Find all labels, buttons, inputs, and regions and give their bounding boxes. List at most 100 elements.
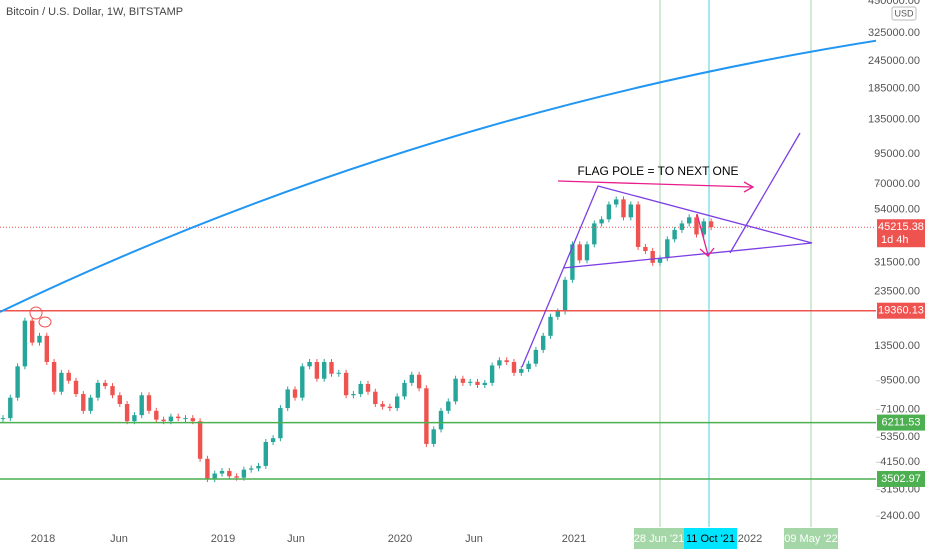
candle	[489, 365, 495, 383]
y-tick-label: 245000.00	[868, 55, 920, 67]
y-tick-label: 54000.00	[874, 204, 920, 216]
projection-line	[729, 132, 801, 254]
x-tick-label: 2019	[211, 533, 235, 545]
candle	[329, 361, 334, 374]
x-tick-label: 2020	[388, 533, 412, 545]
candle	[197, 421, 203, 459]
x-tick-label: 2021	[562, 533, 586, 545]
candle	[146, 395, 152, 411]
candle	[22, 320, 28, 367]
candle	[117, 395, 122, 405]
candle	[154, 410, 159, 420]
candle	[8, 397, 13, 419]
annotation: FLAG POLE = TO NEXT ONE	[577, 164, 738, 178]
candle	[526, 363, 531, 370]
candle	[650, 251, 655, 263]
candle	[438, 410, 444, 430]
arrow-head	[743, 181, 755, 193]
candle	[190, 418, 195, 422]
candle	[460, 378, 466, 383]
level-tag	[877, 470, 925, 487]
candle	[132, 415, 137, 422]
circle-marker	[38, 316, 52, 328]
time-marker-tag	[684, 528, 737, 549]
trend-curve	[0, 36, 901, 313]
candle	[300, 366, 305, 398]
candle	[44, 335, 49, 362]
y-tick-label: 23500.00	[874, 286, 920, 298]
candle	[227, 470, 232, 477]
candle	[424, 388, 429, 444]
candle	[314, 361, 320, 379]
candle	[15, 366, 20, 398]
candle	[205, 458, 210, 480]
circle-marker	[29, 306, 43, 320]
candle	[124, 404, 130, 422]
candle	[380, 404, 385, 407]
arrow-head	[699, 247, 715, 257]
candle	[475, 381, 480, 386]
y-tick-label: 185000.00	[868, 82, 920, 94]
candle	[110, 386, 115, 396]
y-tick-label: 325000.00	[868, 27, 920, 39]
candle	[88, 397, 93, 411]
countdown: 1d 4h	[881, 234, 909, 246]
candle	[37, 335, 42, 343]
candle	[176, 416, 181, 419]
candle	[241, 469, 247, 478]
last-price-label: 45215.38	[878, 221, 924, 233]
candle	[504, 360, 509, 362]
y-tick-label: 9500.00	[880, 375, 920, 387]
candle	[562, 279, 568, 312]
candle	[592, 223, 597, 245]
y-tick-label: 2400.00	[880, 510, 920, 522]
chart-title: Bitcoin / U.S. Dollar, 1W, BITSTAMP	[6, 6, 183, 18]
candle	[402, 382, 407, 397]
time-marker-label: 28 Jun '21	[634, 533, 684, 545]
candle	[701, 221, 706, 235]
x-tick-label: 2018	[31, 533, 55, 545]
candle	[168, 416, 174, 422]
candle	[555, 311, 560, 317]
candle	[365, 383, 371, 392]
candle	[431, 429, 436, 444]
candle	[446, 401, 451, 411]
y-tick-label: 95000.00	[874, 148, 920, 160]
candle	[270, 438, 276, 442]
candle	[263, 441, 268, 466]
candle	[322, 361, 327, 379]
candle	[0, 418, 6, 420]
time-marker-label: 11 Oct '21	[686, 533, 735, 545]
candle	[59, 372, 64, 392]
candle	[234, 476, 239, 478]
currency-box	[891, 6, 917, 21]
y-tick-label: 450000.00	[868, 0, 920, 7]
candle	[606, 204, 612, 220]
candle	[482, 382, 487, 386]
y-tick-label: 31500.00	[874, 257, 920, 269]
candle	[694, 217, 699, 235]
candle	[183, 418, 188, 420]
level-label: 6211.53	[882, 416, 921, 428]
x-tick-label: Jun	[110, 533, 128, 545]
currency: USD	[894, 8, 914, 18]
x-tick-label: Jun	[287, 533, 305, 545]
axes: 450000.00 325000.00 245000.00 185000.00 1350…	[31, 0, 925, 549]
price-axis	[876, 0, 932, 527]
x-tick-label: Jun	[465, 533, 483, 545]
arrow	[696, 213, 709, 256]
candle	[687, 217, 692, 224]
time-marker-tag	[784, 528, 838, 549]
candle	[161, 419, 166, 422]
candle	[336, 372, 341, 374]
y-tick-label: 135000.00	[868, 113, 920, 125]
candle	[541, 335, 546, 350]
x-tick-label: 2022	[738, 533, 762, 545]
candle	[256, 465, 261, 469]
candle	[577, 244, 582, 261]
candle	[73, 380, 79, 395]
candle	[599, 219, 604, 224]
candle	[497, 360, 502, 366]
